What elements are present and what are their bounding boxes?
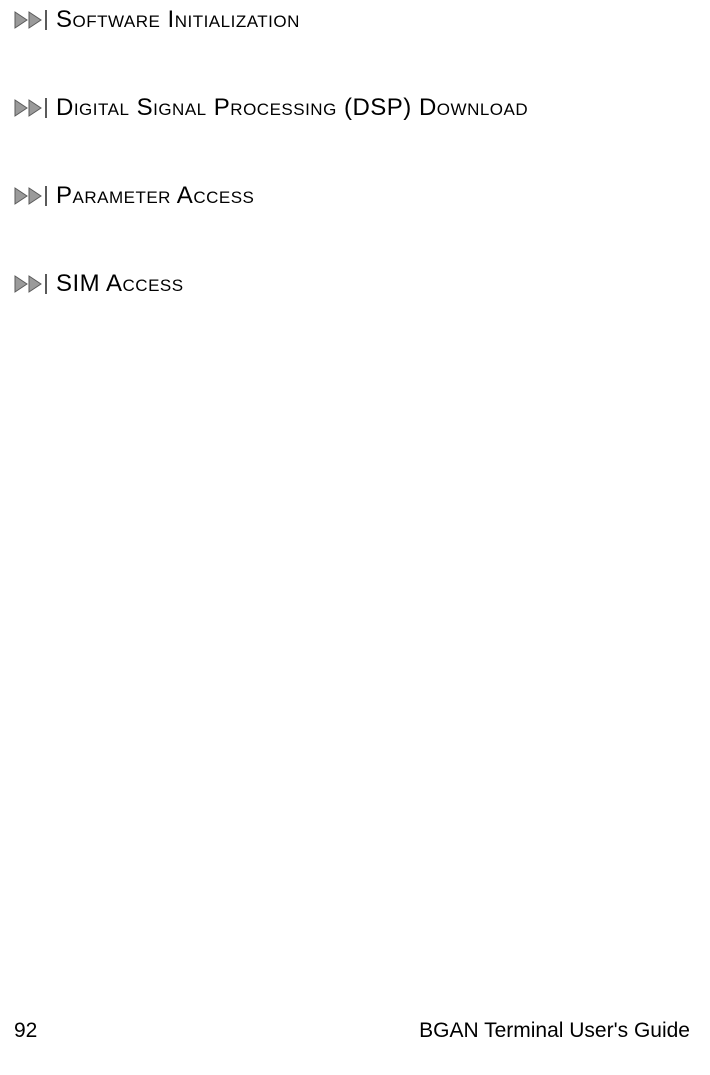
heading-row: SIM Access [14, 270, 700, 298]
heading-text: Parameter Access [56, 182, 254, 210]
heading-text: Digital Signal Processing (DSP) Download [56, 94, 528, 122]
double-arrow-icon [14, 183, 54, 209]
page-content: Software Initialization Digital Signal P… [0, 6, 710, 298]
heading-text: Software Initialization [56, 6, 300, 34]
heading-row: Parameter Access [14, 182, 700, 210]
heading-row: Software Initialization [14, 6, 700, 34]
double-arrow-icon [14, 7, 54, 33]
heading-row: Digital Signal Processing (DSP) Download [14, 94, 700, 122]
page-number: 92 [14, 1019, 37, 1043]
heading-text: SIM Access [56, 270, 184, 298]
double-arrow-icon [14, 271, 54, 297]
guide-title: BGAN Terminal User's Guide [419, 1019, 690, 1043]
double-arrow-icon [14, 95, 54, 121]
page-footer: 92 BGAN Terminal User's Guide [0, 1019, 710, 1043]
